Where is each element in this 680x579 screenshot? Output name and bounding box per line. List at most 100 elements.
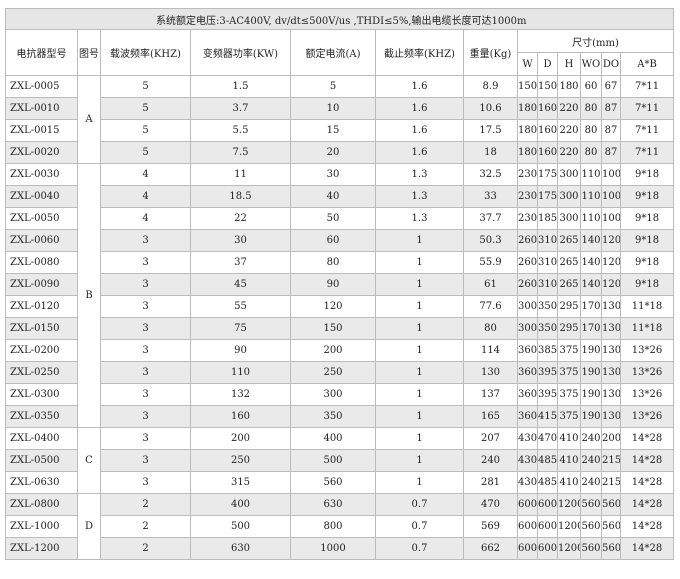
data-cell: 67 [601, 75, 621, 98]
data-cell: 3 [100, 405, 191, 428]
data-cell: 1.3 [375, 163, 464, 186]
data-cell: 1 [375, 229, 464, 252]
data-cell: 1 [375, 405, 464, 428]
data-cell: 350 [290, 405, 376, 428]
table-row: ZXL-0060 3 30 60 1 50.3 260 310 265 140 120 9*18 [5, 229, 675, 252]
figure-cell: D [77, 493, 101, 560]
data-cell: 1 [375, 295, 464, 318]
data-cell: 13*26 [619, 405, 675, 428]
data-cell: 130 [601, 361, 621, 384]
data-cell: 45 [190, 273, 291, 296]
data-cell: 50.3 [463, 229, 518, 252]
data-cell: 560 [580, 537, 602, 560]
data-cell: 5 [100, 97, 191, 120]
data-cell: 14*28 [619, 427, 675, 450]
data-cell: 160 [537, 141, 558, 164]
data-cell: 7*11 [619, 75, 675, 98]
size-column-header: W [517, 52, 538, 76]
model-cell: ZXL-0500 [5, 449, 78, 472]
data-cell: 430 [517, 449, 538, 472]
data-cell: 350 [537, 317, 558, 340]
size-column-header: DO [601, 52, 621, 76]
data-cell: 240 [580, 449, 602, 472]
data-cell: 3 [100, 339, 191, 362]
data-cell: 410 [557, 427, 581, 450]
data-cell: 9*18 [619, 163, 675, 186]
data-cell: 130 [601, 383, 621, 406]
data-cell: 2 [100, 537, 191, 560]
data-cell: 20 [290, 141, 376, 164]
column-header: 电抗器型号 [5, 29, 78, 76]
data-cell: 569 [463, 515, 518, 538]
data-cell: 220 [557, 97, 581, 120]
data-cell: 395 [537, 361, 558, 384]
table-row: ZXL-0800D24006300.7470600600120056056014… [5, 493, 675, 560]
data-cell: 9*18 [619, 207, 675, 230]
data-cell: 3 [100, 273, 191, 296]
data-cell: 90 [290, 273, 376, 296]
data-cell: 100 [601, 185, 621, 208]
data-cell: 230 [517, 207, 538, 230]
data-cell: 120 [601, 251, 621, 274]
data-cell: 180 [517, 97, 538, 120]
figure-cell: B [77, 163, 101, 428]
data-cell: 600 [517, 493, 538, 516]
column-header: 尺寸(mm) [516, 29, 675, 53]
model-cell: ZXL-0080 [5, 251, 78, 274]
data-cell: 5 [290, 75, 376, 98]
data-cell: 33 [463, 185, 518, 208]
data-cell: 220 [557, 119, 581, 142]
data-cell: 560 [580, 515, 602, 538]
data-cell: 190 [580, 339, 602, 362]
data-cell: 11 [190, 163, 291, 186]
data-cell: 4 [100, 163, 191, 186]
data-cell: 87 [601, 119, 621, 142]
table-row: ZXL-0015 5 5.5 15 1.6 17.5 180 160 220 80 87 7*11 [5, 119, 675, 142]
data-cell: 260 [517, 251, 538, 274]
data-cell: 5 [100, 75, 191, 98]
model-cell: ZXL-0050 [5, 207, 78, 230]
data-cell: 3 [100, 383, 191, 406]
data-cell: 1 [375, 471, 464, 494]
figure-cell: C [77, 427, 101, 494]
data-cell: 300 [517, 317, 538, 340]
column-header: 载波频率(KHZ) [100, 29, 191, 76]
data-cell: 315 [190, 471, 291, 494]
data-cell: 3 [100, 229, 191, 252]
data-cell: 375 [557, 383, 581, 406]
data-cell: 175 [537, 163, 558, 186]
data-cell: 600 [537, 515, 558, 538]
data-cell: 1 [375, 427, 464, 450]
data-cell: 87 [601, 97, 621, 120]
data-cell: 240 [580, 427, 602, 450]
table-title: 系统额定电压:3-AC400V, dv/dt≤500V/us ,THDI≤5%,… [4, 8, 675, 30]
table-row: ZXL-1200263010000.7662600600120056056014… [5, 537, 675, 560]
column-header: 额定电流(A) [290, 29, 376, 76]
data-cell: 800 [290, 515, 376, 538]
data-cell: 207 [463, 427, 518, 450]
data-cell: 560 [580, 493, 602, 516]
data-cell: 137 [463, 383, 518, 406]
table-row: ZXL-0350 3 160 350 1 165 360 415 375 190 130 13*26 [5, 405, 675, 428]
data-cell: 2 [100, 515, 191, 538]
table-row: ZXL-0400 C 3 200 400 1 207 430 470 410 240 200 14*28 [5, 427, 675, 494]
data-cell: 250 [190, 449, 291, 472]
data-cell: 375 [557, 361, 581, 384]
data-cell: 260 [517, 229, 538, 252]
data-cell: 415 [537, 405, 558, 428]
data-cell: 215 [601, 471, 621, 494]
model-cell: ZXL-0030 [5, 163, 78, 186]
data-cell: 230 [517, 185, 538, 208]
data-cell: 1.3 [375, 207, 464, 230]
data-cell: 185 [537, 207, 558, 230]
data-cell: 1200 [557, 515, 581, 538]
data-cell: 200 [190, 427, 291, 450]
data-cell: 77.6 [463, 295, 518, 318]
data-cell: 120 [290, 295, 376, 318]
table-row: ZXL-0080 3 37 80 1 55.9 260 310 265 140 120 9*18 [5, 251, 675, 274]
data-cell: 360 [517, 405, 538, 428]
model-cell: ZXL-0150 [5, 317, 78, 340]
data-cell: 110 [580, 185, 602, 208]
data-cell: 13*26 [619, 361, 675, 384]
size-column-header: H [557, 52, 581, 76]
